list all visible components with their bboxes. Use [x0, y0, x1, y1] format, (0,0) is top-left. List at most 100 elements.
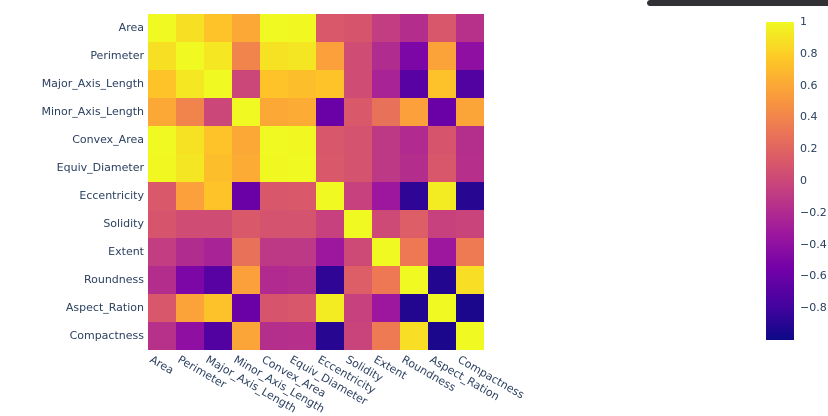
heatmap-cell-Perimeter-Convex_Area[interactable] [260, 42, 288, 70]
heatmap-cell-Perimeter-Extent[interactable] [372, 42, 400, 70]
heatmap-cell-Perimeter-Roundness[interactable] [400, 42, 428, 70]
heatmap-cell-Aspect_Ration-Roundness[interactable] [400, 294, 428, 322]
heatmap-cell-Perimeter-Solidity[interactable] [344, 42, 372, 70]
heatmap-cell-Eccentricity-Solidity[interactable] [344, 182, 372, 210]
heatmap-cell-Aspect_Ration-Area[interactable] [148, 294, 176, 322]
heatmap-cell-Compactness-Perimeter[interactable] [176, 322, 204, 350]
heatmap-cell-Perimeter-Area[interactable] [148, 42, 176, 70]
heatmap-cell-Minor_Axis_Length-Extent[interactable] [372, 98, 400, 126]
heatmap-cell-Area-Aspect_Ration[interactable] [428, 14, 456, 42]
heatmap-cell-Compactness-Convex_Area[interactable] [260, 322, 288, 350]
heatmap-cell-Convex_Area-Eccentricity[interactable] [316, 126, 344, 154]
heatmap-cell-Extent-Roundness[interactable] [400, 238, 428, 266]
heatmap-cell-Perimeter-Aspect_Ration[interactable] [428, 42, 456, 70]
heatmap-cell-Solidity-Eccentricity[interactable] [316, 210, 344, 238]
heatmap-cell-Roundness-Perimeter[interactable] [176, 266, 204, 294]
heatmap-cell-Aspect_Ration-Convex_Area[interactable] [260, 294, 288, 322]
heatmap-cell-Aspect_Ration-Aspect_Ration[interactable] [428, 294, 456, 322]
heatmap-cell-Eccentricity-Aspect_Ration[interactable] [428, 182, 456, 210]
heatmap-cell-Solidity-Compactness[interactable] [456, 210, 484, 238]
heatmap-cell-Major_Axis_Length-Convex_Area[interactable] [260, 70, 288, 98]
heatmap-cell-Extent-Major_Axis_Length[interactable] [204, 238, 232, 266]
heatmap-cell-Solidity-Extent[interactable] [372, 210, 400, 238]
heatmap-cell-Equiv_Diameter-Equiv_Diameter[interactable] [288, 154, 316, 182]
heatmap-cell-Aspect_Ration-Minor_Axis_Length[interactable] [232, 294, 260, 322]
heatmap-cell-Aspect_Ration-Extent[interactable] [372, 294, 400, 322]
heatmap-cell-Minor_Axis_Length-Compactness[interactable] [456, 98, 484, 126]
heatmap-cell-Convex_Area-Extent[interactable] [372, 126, 400, 154]
heatmap-cell-Perimeter-Major_Axis_Length[interactable] [204, 42, 232, 70]
heatmap-cell-Roundness-Solidity[interactable] [344, 266, 372, 294]
heatmap-cell-Area-Convex_Area[interactable] [260, 14, 288, 42]
heatmap-cell-Perimeter-Compactness[interactable] [456, 42, 484, 70]
heatmap-cell-Compactness-Aspect_Ration[interactable] [428, 322, 456, 350]
heatmap-cell-Solidity-Minor_Axis_Length[interactable] [232, 210, 260, 238]
heatmap-cell-Equiv_Diameter-Extent[interactable] [372, 154, 400, 182]
heatmap-cell-Major_Axis_Length-Area[interactable] [148, 70, 176, 98]
heatmap-cell-Major_Axis_Length-Perimeter[interactable] [176, 70, 204, 98]
heatmap-cell-Major_Axis_Length-Minor_Axis_Length[interactable] [232, 70, 260, 98]
heatmap-cell-Minor_Axis_Length-Major_Axis_Length[interactable] [204, 98, 232, 126]
heatmap-cell-Convex_Area-Perimeter[interactable] [176, 126, 204, 154]
heatmap-cell-Major_Axis_Length-Major_Axis_Length[interactable] [204, 70, 232, 98]
heatmap-cell-Extent-Compactness[interactable] [456, 238, 484, 266]
heatmap-cell-Area-Major_Axis_Length[interactable] [204, 14, 232, 42]
heatmap-cell-Major_Axis_Length-Roundness[interactable] [400, 70, 428, 98]
heatmap-cell-Solidity-Roundness[interactable] [400, 210, 428, 238]
heatmap-cell-Roundness-Extent[interactable] [372, 266, 400, 294]
heatmap-cell-Compactness-Roundness[interactable] [400, 322, 428, 350]
heatmap-cell-Extent-Eccentricity[interactable] [316, 238, 344, 266]
heatmap-cell-Area-Minor_Axis_Length[interactable] [232, 14, 260, 42]
correlation-heatmap[interactable] [148, 14, 484, 350]
heatmap-cell-Aspect_Ration-Perimeter[interactable] [176, 294, 204, 322]
heatmap-cell-Solidity-Major_Axis_Length[interactable] [204, 210, 232, 238]
heatmap-cell-Equiv_Diameter-Solidity[interactable] [344, 154, 372, 182]
heatmap-cell-Minor_Axis_Length-Perimeter[interactable] [176, 98, 204, 126]
heatmap-cell-Extent-Minor_Axis_Length[interactable] [232, 238, 260, 266]
heatmap-cell-Convex_Area-Area[interactable] [148, 126, 176, 154]
heatmap-cell-Equiv_Diameter-Roundness[interactable] [400, 154, 428, 182]
heatmap-cell-Minor_Axis_Length-Solidity[interactable] [344, 98, 372, 126]
heatmap-cell-Eccentricity-Compactness[interactable] [456, 182, 484, 210]
heatmap-cell-Roundness-Compactness[interactable] [456, 266, 484, 294]
heatmap-cell-Perimeter-Perimeter[interactable] [176, 42, 204, 70]
heatmap-cell-Extent-Extent[interactable] [372, 238, 400, 266]
heatmap-cell-Solidity-Convex_Area[interactable] [260, 210, 288, 238]
heatmap-cell-Compactness-Compactness[interactable] [456, 322, 484, 350]
heatmap-cell-Area-Compactness[interactable] [456, 14, 484, 42]
heatmap-cell-Roundness-Minor_Axis_Length[interactable] [232, 266, 260, 294]
heatmap-cell-Major_Axis_Length-Eccentricity[interactable] [316, 70, 344, 98]
heatmap-cell-Eccentricity-Equiv_Diameter[interactable] [288, 182, 316, 210]
heatmap-cell-Equiv_Diameter-Convex_Area[interactable] [260, 154, 288, 182]
heatmap-cell-Roundness-Convex_Area[interactable] [260, 266, 288, 294]
heatmap-cell-Eccentricity-Roundness[interactable] [400, 182, 428, 210]
heatmap-cell-Convex_Area-Solidity[interactable] [344, 126, 372, 154]
heatmap-cell-Extent-Perimeter[interactable] [176, 238, 204, 266]
heatmap-cell-Convex_Area-Compactness[interactable] [456, 126, 484, 154]
heatmap-cell-Eccentricity-Convex_Area[interactable] [260, 182, 288, 210]
heatmap-cell-Aspect_Ration-Major_Axis_Length[interactable] [204, 294, 232, 322]
heatmap-cell-Perimeter-Minor_Axis_Length[interactable] [232, 42, 260, 70]
heatmap-cell-Roundness-Major_Axis_Length[interactable] [204, 266, 232, 294]
heatmap-cell-Minor_Axis_Length-Roundness[interactable] [400, 98, 428, 126]
heatmap-cell-Convex_Area-Equiv_Diameter[interactable] [288, 126, 316, 154]
heatmap-cell-Aspect_Ration-Eccentricity[interactable] [316, 294, 344, 322]
heatmap-cell-Major_Axis_Length-Extent[interactable] [372, 70, 400, 98]
heatmap-cell-Aspect_Ration-Compactness[interactable] [456, 294, 484, 322]
heatmap-cell-Extent-Area[interactable] [148, 238, 176, 266]
heatmap-cell-Minor_Axis_Length-Aspect_Ration[interactable] [428, 98, 456, 126]
heatmap-cell-Convex_Area-Major_Axis_Length[interactable] [204, 126, 232, 154]
heatmap-cell-Convex_Area-Aspect_Ration[interactable] [428, 126, 456, 154]
heatmap-cell-Eccentricity-Extent[interactable] [372, 182, 400, 210]
heatmap-cell-Minor_Axis_Length-Area[interactable] [148, 98, 176, 126]
heatmap-cell-Equiv_Diameter-Compactness[interactable] [456, 154, 484, 182]
heatmap-cell-Major_Axis_Length-Aspect_Ration[interactable] [428, 70, 456, 98]
heatmap-cell-Aspect_Ration-Solidity[interactable] [344, 294, 372, 322]
heatmap-cell-Extent-Equiv_Diameter[interactable] [288, 238, 316, 266]
heatmap-cell-Extent-Aspect_Ration[interactable] [428, 238, 456, 266]
heatmap-cell-Perimeter-Equiv_Diameter[interactable] [288, 42, 316, 70]
heatmap-cell-Compactness-Equiv_Diameter[interactable] [288, 322, 316, 350]
heatmap-cell-Roundness-Area[interactable] [148, 266, 176, 294]
heatmap-cell-Area-Area[interactable] [148, 14, 176, 42]
heatmap-cell-Area-Roundness[interactable] [400, 14, 428, 42]
